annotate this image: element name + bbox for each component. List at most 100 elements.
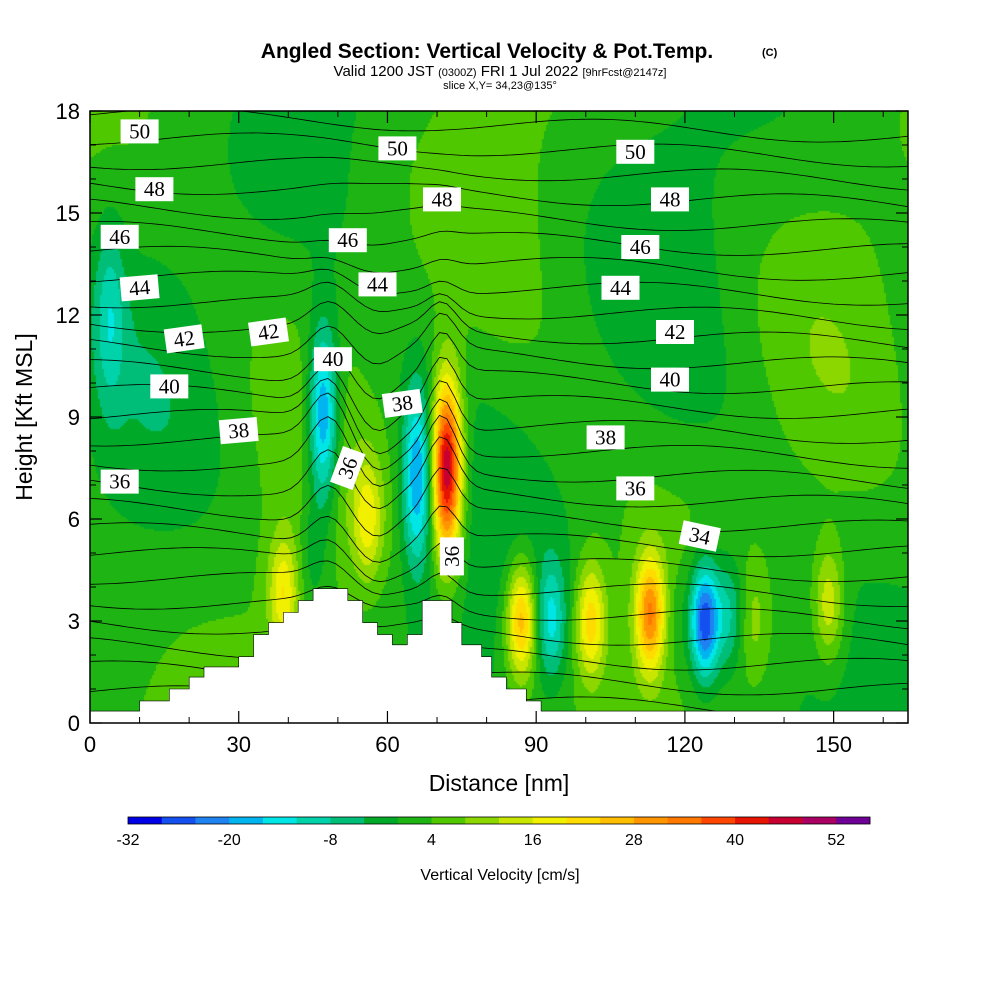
x-tick-label: 60	[375, 732, 399, 757]
svg-text:50: 50	[625, 140, 646, 164]
colorbar-tick-label: 16	[524, 832, 542, 849]
colorbar-tick-label: 28	[625, 832, 643, 849]
y-axis-label: Height [Kft MSL]	[11, 333, 37, 500]
y-tick-label: 6	[68, 507, 80, 532]
svg-text:42: 42	[172, 325, 196, 352]
svg-text:50: 50	[387, 136, 408, 160]
svg-text:50: 50	[129, 119, 150, 143]
theta-contour-line	[90, 245, 908, 281]
svg-text:46: 46	[630, 235, 651, 259]
subtitle-date: FRI 1 Jul 2022	[481, 63, 579, 80]
svg-text:40: 40	[660, 368, 681, 392]
theta-label: 38	[218, 416, 259, 445]
theta-label: 44	[601, 275, 640, 300]
x-tick-label: 0	[84, 732, 96, 757]
theta-contour-line	[90, 156, 908, 191]
theta-contour-line	[90, 268, 908, 306]
colorbar-swatch	[701, 817, 736, 824]
svg-text:36: 36	[625, 476, 646, 500]
x-axis: 0 30 60 90 120 150	[84, 111, 884, 757]
svg-text:38: 38	[595, 425, 616, 449]
svg-text:36: 36	[109, 470, 130, 494]
theta-contour-line	[90, 281, 908, 330]
colorbar-swatch	[296, 817, 331, 824]
theta-contour-line	[90, 414, 908, 489]
colorbar-swatch	[195, 817, 230, 824]
theta-contour-line	[90, 585, 908, 630]
theta-label: 36	[330, 446, 366, 490]
svg-text:36: 36	[440, 546, 464, 567]
y-tick-label: 18	[56, 99, 80, 124]
colorbar-tick-label: 4	[427, 832, 436, 849]
chart-title-tag: (C)	[762, 47, 778, 59]
theta-label: 34	[678, 520, 721, 552]
theta-label: 40	[651, 367, 689, 392]
theta-label: 46	[621, 235, 660, 259]
theta-contour-line	[90, 436, 908, 510]
theta-label: 46	[100, 224, 139, 249]
velocity-field	[90, 111, 908, 723]
svg-text:42: 42	[256, 319, 280, 346]
colorbar-tick-label: -20	[218, 832, 241, 849]
subtitle-utc: (0300Z)	[438, 67, 477, 79]
colorbar-swatch	[532, 817, 567, 824]
theta-contour-line	[90, 198, 908, 231]
terrain-mask	[90, 588, 908, 723]
theta-label: 44	[119, 274, 160, 302]
svg-text:48: 48	[660, 187, 681, 211]
svg-text:46: 46	[337, 228, 358, 252]
colorbar-tick-label: 40	[726, 832, 744, 849]
y-tick-label: 0	[68, 711, 80, 736]
chart-title: Angled Section: Vertical Velocity & Pot.…	[261, 40, 713, 63]
x-axis-label: Distance [nm]	[429, 770, 570, 796]
svg-text:38: 38	[390, 390, 414, 417]
colorbar-swatch	[128, 817, 163, 824]
theta-label: 42	[248, 317, 289, 347]
theta-label: 36	[616, 476, 655, 501]
x-tick-label: 30	[226, 732, 250, 757]
svg-text:44: 44	[610, 276, 632, 300]
theta-label: 46	[328, 228, 367, 253]
colorbar-swatch	[566, 817, 601, 824]
colorbar-swatch	[836, 817, 871, 824]
plot-area: 50 50 50 48 48 48 46 46 46 44 44 44 42 42 42 40 40 40 38 38…	[56, 99, 909, 757]
theta-label: 40	[313, 347, 352, 372]
svg-text:40: 40	[159, 374, 180, 398]
colorbar-swatch	[768, 817, 803, 824]
x-tick-label: 120	[667, 732, 704, 757]
colorbar-swatch	[667, 817, 702, 824]
theta-label: 48	[651, 187, 689, 212]
theta-contour-line	[90, 301, 908, 349]
svg-text:38: 38	[227, 418, 250, 444]
theta-contour-line	[90, 505, 908, 563]
colorbar-tick-label: -32	[116, 832, 139, 849]
svg-text:46: 46	[109, 225, 130, 249]
y-tick-label: 3	[68, 609, 80, 634]
slice-label: slice X,Y= 34,23@135°	[443, 80, 557, 92]
svg-text:44: 44	[367, 272, 389, 296]
colorbar-swatch	[330, 817, 365, 824]
x-tick-label: 150	[815, 732, 852, 757]
theta-label: 50	[378, 136, 417, 161]
colorbar-swatch	[465, 817, 500, 824]
theta-label: 42	[163, 324, 205, 354]
theta-label: 48	[423, 187, 461, 212]
theta-contour-line	[90, 332, 908, 400]
colorbar-swatch	[229, 817, 264, 824]
theta-contour-line	[90, 132, 908, 168]
svg-text:44: 44	[128, 275, 152, 301]
x-tick-label: 90	[524, 732, 548, 757]
colorbar-swatch	[161, 817, 196, 824]
theta-label: 42	[656, 320, 694, 344]
theta-contour-line	[90, 378, 908, 455]
theta-contour-line	[90, 111, 908, 143]
colorbar-swatch	[364, 817, 399, 824]
subtitle-fcst: [9hrFcst@2147z]	[583, 67, 667, 79]
theta-label: 44	[358, 272, 397, 297]
colorbar-tick-label: 52	[827, 832, 845, 849]
colorbar-tick-label: -8	[323, 832, 337, 849]
theta-contour-line	[90, 467, 908, 537]
subtitle-prefix: Valid 1200 JST	[334, 63, 434, 80]
